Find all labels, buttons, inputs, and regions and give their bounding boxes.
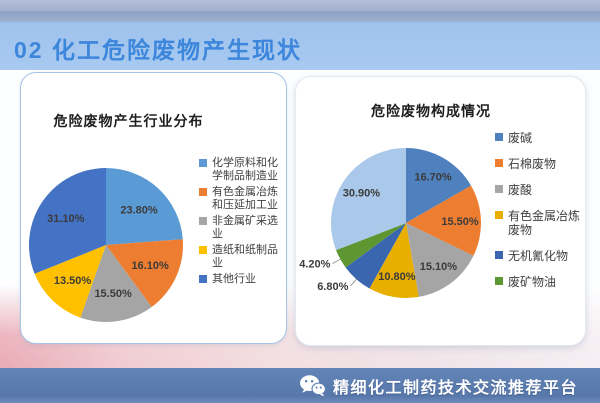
pie-slice <box>34 245 107 318</box>
legend-label: 废酸 <box>508 183 533 197</box>
legend-swatch <box>199 188 207 196</box>
pie-slice <box>406 185 482 256</box>
right-chart-legend: 废碱石棉废物废酸有色金属冶炼废物无机氰化物废矿物油 <box>495 131 581 301</box>
legend-swatch <box>495 185 503 193</box>
legend-swatch <box>495 159 503 167</box>
legend-item: 石棉废物 <box>495 157 581 171</box>
pie-data-label: 16.70% <box>414 171 452 183</box>
legend-item: 其他行业 <box>199 273 284 286</box>
pie-slice <box>369 223 419 298</box>
legend-item: 废碱 <box>495 131 581 145</box>
label-leader-line <box>350 278 358 287</box>
pie-slice <box>406 148 472 223</box>
legend-label: 废碱 <box>508 131 533 145</box>
legend-label: 废矿物油 <box>508 275 557 289</box>
legend-swatch <box>199 217 207 225</box>
industry-distribution-card: 危险废物产生行业分布 23.80% 16.10% 15.50% 13.50% 31.10… <box>20 72 287 344</box>
pie-data-label: 15.50% <box>94 288 132 300</box>
pie-data-label: 31.10% <box>47 213 85 225</box>
pie-data-label: 13.50% <box>54 275 92 287</box>
right-chart-title: 危险废物构成情况 <box>371 103 491 119</box>
legend-swatch <box>495 251 503 259</box>
legend-label: 无机氰化物 <box>508 249 569 263</box>
slide-title: 02 化工危险废物产生现状 <box>14 37 302 63</box>
legend-item: 造纸和纸制品业 <box>199 244 284 270</box>
legend-label: 造纸和纸制品业 <box>212 244 278 269</box>
top-strip-outer <box>0 0 600 11</box>
top-strip-inner <box>0 11 600 22</box>
pie-slice <box>80 245 152 323</box>
legend-item: 有色金属冶炼废物 <box>495 209 581 237</box>
legend-label: 石棉废物 <box>508 157 557 171</box>
pie-slice <box>345 223 406 289</box>
slide-body: 危险废物产生行业分布 23.80% 16.10% 15.50% 13.50% 31.10… <box>0 70 600 403</box>
pie-data-label: 6.80% <box>317 281 348 293</box>
footer-text: 精细化工制药技术交流推荐平台 <box>332 379 578 397</box>
pie-data-label: 16.10% <box>131 260 169 272</box>
pie-data-label: 30.90% <box>343 188 381 200</box>
legend-label: 有色金属冶炼废物 <box>508 209 581 237</box>
left-chart-legend: 化学原料和化学制品制造业 有色金属冶炼和压延加工业 非金属矿采选业 造纸和纸制品业其他… <box>199 157 284 289</box>
legend-label: 其他行业 <box>212 273 256 285</box>
left-chart-title: 危险废物产生行业分布 <box>53 113 204 129</box>
pie-slice <box>106 239 183 308</box>
legend-label: 有色金属冶炼和压延加工业 <box>212 186 278 211</box>
legend-swatch <box>495 133 503 141</box>
footer-bar: 精细化工制药技术交流推荐平台 <box>0 368 600 403</box>
pie-slice <box>29 168 106 274</box>
pie-slice <box>406 223 474 297</box>
title-banner: 02 化工危险废物产生现状 <box>0 22 600 70</box>
label-leader-line <box>332 258 342 264</box>
legend-item: 无机氰化物 <box>495 249 581 263</box>
legend-item: 有色金属冶炼和压延加工业 <box>199 186 284 212</box>
legend-swatch <box>495 277 503 285</box>
pie-data-label: 15.50% <box>441 216 479 228</box>
legend-item: 废矿物油 <box>495 275 581 289</box>
legend-swatch <box>199 246 207 254</box>
pie-slice <box>330 147 406 251</box>
legend-swatch <box>199 275 207 283</box>
waste-composition-card: 危险废物构成情况 16.70% 15.50% 15.10% 10.80% 6.80% 4.… <box>295 76 586 346</box>
legend-item: 废酸 <box>495 183 581 197</box>
legend-item: 化学原料和化学制品制造业 <box>199 157 284 183</box>
wechat-icon <box>299 374 326 397</box>
pie-data-label: 4.20% <box>299 259 330 271</box>
pie-data-label: 10.80% <box>378 271 416 283</box>
legend-swatch <box>199 159 207 167</box>
pie-data-label: 15.10% <box>420 261 458 273</box>
pie-slice <box>336 223 406 268</box>
legend-item: 非金属矿采选业 <box>199 215 284 241</box>
pie-data-label: 23.80% <box>120 204 158 216</box>
legend-swatch <box>495 211 503 219</box>
legend-label: 非金属矿采选业 <box>212 215 278 240</box>
legend-label: 化学原料和化学制品制造业 <box>212 157 278 182</box>
pie-slice <box>106 168 183 245</box>
